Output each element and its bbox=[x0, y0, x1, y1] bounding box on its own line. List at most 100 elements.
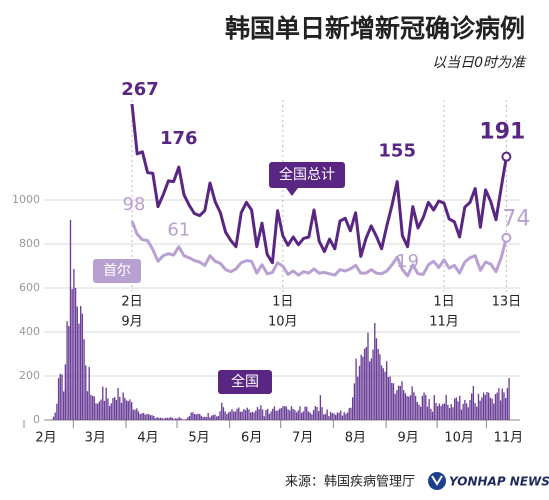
bar bbox=[265, 409, 267, 420]
bar bbox=[433, 395, 435, 420]
bar bbox=[91, 395, 94, 420]
bar bbox=[307, 411, 310, 420]
bar bbox=[484, 394, 486, 420]
bar bbox=[71, 289, 73, 420]
bar bbox=[479, 400, 481, 420]
bar bbox=[97, 403, 99, 420]
bar bbox=[248, 409, 250, 420]
bar bbox=[114, 397, 116, 420]
bar bbox=[367, 332, 369, 420]
bar bbox=[411, 386, 413, 420]
bar bbox=[267, 408, 269, 420]
bar bbox=[168, 417, 170, 420]
value-label: 98 bbox=[123, 194, 146, 215]
bar bbox=[134, 409, 136, 420]
bar bbox=[408, 396, 410, 420]
bar bbox=[246, 407, 248, 420]
bar bbox=[255, 410, 257, 420]
bar bbox=[115, 399, 118, 420]
x-tick-label: 2日 bbox=[121, 295, 142, 310]
bar bbox=[81, 313, 84, 420]
bar bbox=[302, 411, 305, 420]
bar bbox=[498, 388, 500, 420]
bar bbox=[272, 408, 274, 420]
value-label: 267 bbox=[121, 79, 159, 100]
y-tick-label: 0 bbox=[33, 413, 40, 426]
bar bbox=[278, 408, 281, 420]
bar bbox=[187, 417, 189, 420]
logo-mark bbox=[428, 472, 446, 490]
bar bbox=[221, 402, 223, 420]
bar bbox=[418, 404, 420, 420]
bar bbox=[382, 368, 384, 420]
bar bbox=[131, 402, 133, 420]
bar bbox=[136, 408, 138, 420]
bar bbox=[450, 404, 452, 420]
bar bbox=[413, 392, 415, 420]
bar bbox=[294, 410, 296, 420]
bar bbox=[80, 306, 82, 420]
bar bbox=[127, 401, 129, 420]
bar bbox=[229, 411, 231, 420]
legend-label: 全国 bbox=[231, 373, 259, 390]
bar bbox=[195, 414, 197, 420]
bar bbox=[443, 403, 446, 420]
bar bbox=[360, 354, 362, 420]
bar bbox=[447, 404, 449, 420]
bar bbox=[158, 418, 160, 420]
bar bbox=[448, 408, 451, 420]
bar bbox=[125, 400, 128, 420]
bar bbox=[328, 416, 330, 420]
bar bbox=[61, 374, 63, 420]
bar bbox=[462, 403, 464, 420]
bar bbox=[442, 403, 444, 420]
bar bbox=[56, 403, 58, 420]
bar bbox=[144, 414, 146, 420]
bar bbox=[440, 405, 442, 420]
bar bbox=[336, 412, 339, 420]
bar bbox=[469, 399, 471, 420]
x-tick-label: 7月 bbox=[292, 431, 313, 446]
credit: YONHAP NEWS bbox=[449, 475, 549, 489]
value-label: 191 bbox=[479, 120, 525, 145]
bar bbox=[284, 406, 286, 420]
bar bbox=[312, 410, 315, 420]
bar bbox=[352, 397, 354, 420]
bar bbox=[156, 417, 158, 420]
bar bbox=[399, 385, 401, 420]
y-tick-label: 800 bbox=[19, 237, 40, 250]
legend-box bbox=[218, 370, 272, 394]
bar bbox=[481, 397, 483, 420]
bar bbox=[180, 418, 182, 420]
bar bbox=[124, 397, 126, 420]
bar bbox=[173, 419, 175, 420]
bar bbox=[222, 407, 225, 420]
logo-icon bbox=[431, 475, 443, 486]
bar bbox=[301, 412, 303, 420]
bar bbox=[331, 413, 333, 420]
bar bbox=[396, 390, 398, 420]
bar bbox=[238, 407, 240, 420]
bar bbox=[244, 410, 247, 420]
bar bbox=[122, 392, 124, 420]
bar bbox=[348, 408, 350, 420]
bar bbox=[377, 348, 379, 420]
bar bbox=[171, 418, 174, 420]
bar bbox=[163, 418, 165, 420]
bar bbox=[380, 365, 383, 420]
bar bbox=[508, 377, 510, 420]
bar bbox=[414, 395, 417, 420]
bar bbox=[282, 406, 284, 420]
value-label: 74 bbox=[502, 207, 530, 232]
bar bbox=[363, 348, 366, 420]
bar bbox=[88, 366, 90, 420]
bar bbox=[117, 387, 119, 420]
bar bbox=[335, 414, 337, 420]
bar bbox=[472, 385, 475, 420]
bar bbox=[397, 385, 400, 420]
bar bbox=[425, 394, 427, 420]
value-label: 19 bbox=[396, 251, 419, 272]
bar bbox=[260, 405, 262, 420]
value-label: 61 bbox=[167, 220, 190, 241]
